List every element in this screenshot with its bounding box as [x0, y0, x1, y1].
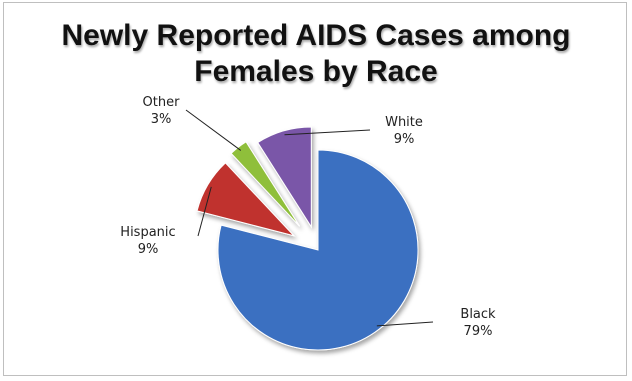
data-label-value-white: 9% [394, 132, 415, 147]
chart-title-line-1: Newly Reported AIDS Cases among [61, 19, 571, 52]
leader-line-hispanic [197, 186, 212, 237]
pie-slice-hispanic [196, 162, 296, 237]
pie-slice-other [230, 141, 301, 227]
leader-line-white [284, 129, 371, 136]
chart-title-line-2: Females by Race [194, 55, 438, 88]
leader-line-other [185, 109, 242, 151]
data-label-value-hispanic: 9% [138, 242, 159, 257]
data-label-name-hispanic: Hispanic [120, 225, 175, 240]
data-label-name-other: Other [143, 95, 181, 110]
leader-line-black [376, 321, 434, 327]
pie-slice-white [257, 126, 312, 229]
data-label-value-black: 79% [464, 324, 493, 339]
data-label-value-other: 3% [151, 112, 172, 127]
pie-slice-black [217, 149, 419, 351]
data-label-name-black: Black [460, 307, 496, 322]
data-label-name-white: White [385, 115, 423, 130]
chart-title: Newly Reported AIDS Cases among Females … [0, 18, 632, 90]
